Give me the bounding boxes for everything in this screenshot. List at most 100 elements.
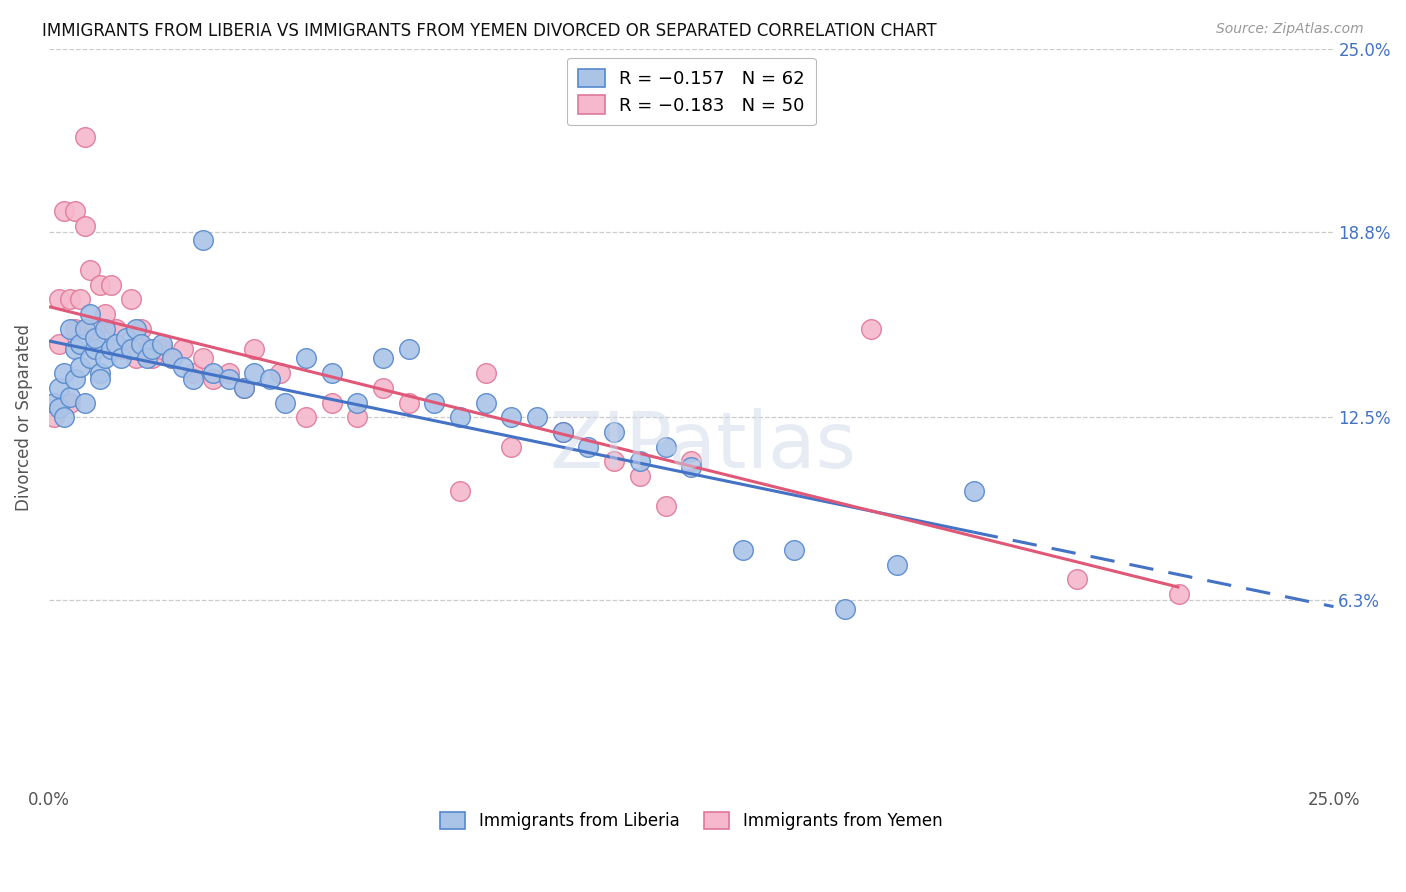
Point: [115, 331, 138, 345]
Point: [100, 277, 122, 292]
Text: IMMIGRANTS FROM LIBERIA VS IMMIGRANTS FROM YEMEN DIVORCED OR SEPARATED CORRELATI: IMMIGRANTS FROM LIBERIA VS IMMIGRANTS FR…: [42, 22, 936, 40]
Point: [603, 454, 626, 468]
Point: [73, 130, 96, 145]
Point: [150, 336, 173, 351]
Point: [371, 381, 394, 395]
Point: [69, 293, 91, 307]
Point: [89, 366, 111, 380]
Point: [681, 454, 703, 468]
Point: [110, 351, 132, 366]
Point: [886, 558, 908, 572]
Point: [295, 351, 318, 366]
Point: [834, 602, 856, 616]
Y-axis label: Divorced or Separated: Divorced or Separated: [15, 324, 32, 511]
Point: [202, 372, 225, 386]
Point: [731, 543, 754, 558]
Point: [53, 366, 76, 380]
Point: [654, 440, 676, 454]
Point: [58, 390, 80, 404]
Point: [73, 395, 96, 409]
Point: [474, 395, 496, 409]
Point: [181, 372, 204, 386]
Point: [162, 351, 184, 366]
Point: [94, 322, 117, 336]
Point: [501, 410, 523, 425]
Point: [274, 395, 297, 409]
Point: [321, 366, 343, 380]
Point: [73, 322, 96, 336]
Point: [79, 307, 101, 321]
Point: [218, 366, 240, 380]
Point: [423, 395, 446, 409]
Point: [578, 440, 600, 454]
Point: [243, 343, 266, 357]
Point: [104, 322, 127, 336]
Point: [115, 343, 138, 357]
Point: [63, 203, 86, 218]
Point: [135, 343, 157, 357]
Point: [84, 331, 107, 345]
Point: [120, 343, 142, 357]
Point: [58, 322, 80, 336]
Point: [162, 351, 184, 366]
Point: [526, 410, 548, 425]
Point: [131, 336, 153, 351]
Point: [259, 372, 281, 386]
Point: [269, 366, 291, 380]
Point: [233, 381, 256, 395]
Point: [141, 351, 163, 366]
Point: [371, 351, 394, 366]
Point: [100, 343, 122, 357]
Point: [104, 336, 127, 351]
Point: [321, 395, 343, 409]
Point: [603, 425, 626, 439]
Legend: Immigrants from Liberia, Immigrants from Yemen: Immigrants from Liberia, Immigrants from…: [433, 805, 949, 837]
Point: [89, 372, 111, 386]
Point: [58, 395, 80, 409]
Point: [218, 372, 240, 386]
Point: [474, 366, 496, 380]
Point: [172, 360, 194, 375]
Point: [654, 499, 676, 513]
Point: [551, 425, 574, 439]
Point: [48, 293, 70, 307]
Point: [501, 440, 523, 454]
Point: [628, 454, 651, 468]
Point: [125, 322, 148, 336]
Point: [191, 233, 214, 247]
Point: [398, 343, 420, 357]
Point: [58, 293, 80, 307]
Point: [125, 351, 148, 366]
Point: [346, 410, 368, 425]
Text: Source: ZipAtlas.com: Source: ZipAtlas.com: [1216, 22, 1364, 37]
Point: [398, 395, 420, 409]
Point: [295, 410, 318, 425]
Point: [94, 351, 117, 366]
Point: [783, 543, 806, 558]
Point: [346, 395, 368, 409]
Point: [69, 360, 91, 375]
Point: [141, 343, 163, 357]
Point: [42, 395, 65, 409]
Point: [73, 219, 96, 233]
Point: [681, 460, 703, 475]
Point: [449, 410, 471, 425]
Point: [79, 351, 101, 366]
Point: [135, 351, 157, 366]
Point: [63, 372, 86, 386]
Point: [202, 366, 225, 380]
Point: [63, 322, 86, 336]
Point: [963, 483, 986, 498]
Point: [1066, 573, 1088, 587]
Point: [120, 293, 142, 307]
Point: [243, 366, 266, 380]
Point: [84, 343, 107, 357]
Point: [48, 381, 70, 395]
Point: [94, 307, 117, 321]
Point: [42, 410, 65, 425]
Point: [89, 277, 111, 292]
Point: [53, 410, 76, 425]
Point: [63, 343, 86, 357]
Point: [79, 263, 101, 277]
Point: [48, 401, 70, 416]
